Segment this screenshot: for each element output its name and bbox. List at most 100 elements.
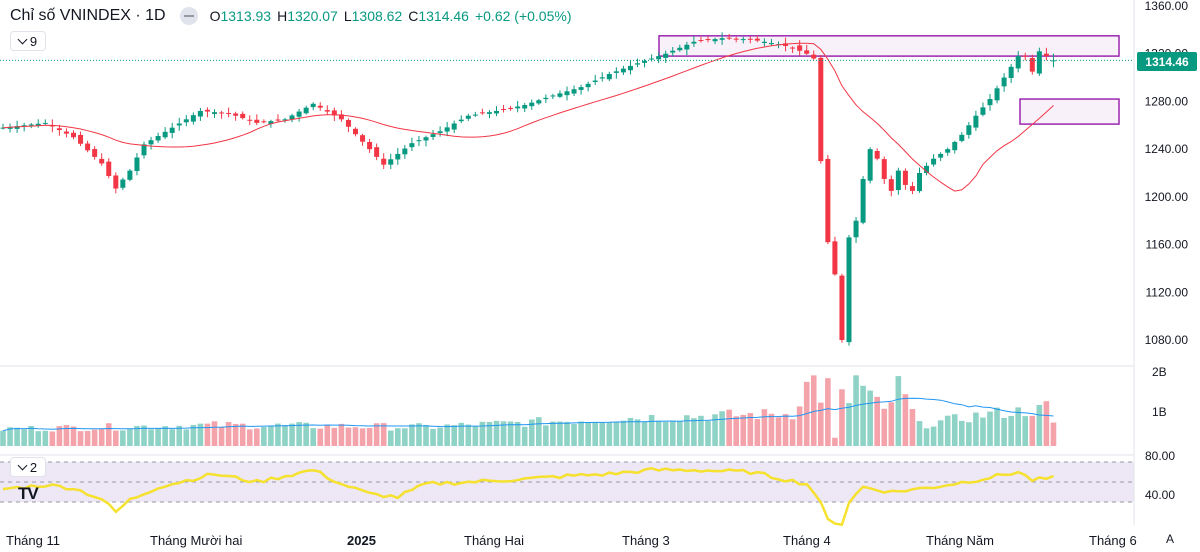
symbol-title[interactable]: Chỉ số VNINDEX · 1D — [10, 7, 166, 24]
rsi-layer — [0, 461, 1134, 527]
candle-body — [479, 112, 485, 114]
rsi-line — [2, 467, 1054, 527]
volume-bar — [980, 417, 986, 446]
candle-body — [966, 125, 972, 135]
volume-bar — [28, 425, 34, 446]
volume-bar — [514, 422, 521, 446]
volume-bar — [380, 423, 387, 446]
candle-body — [1008, 66, 1014, 78]
time-axis-label: Tháng 6 — [1089, 533, 1137, 548]
candle-body — [56, 128, 62, 131]
volume-bar — [444, 424, 450, 446]
candle-body — [458, 119, 464, 122]
volume-bar — [169, 429, 175, 446]
volume-bar — [585, 422, 591, 446]
candle-body — [768, 42, 774, 45]
eye-icon[interactable] — [179, 7, 198, 25]
volume-bar — [437, 427, 443, 446]
candle-body — [197, 110, 203, 117]
volume-bar — [289, 423, 295, 446]
candle-body — [155, 136, 161, 141]
volume-bar — [218, 426, 225, 446]
candle-body — [825, 158, 831, 243]
volume-bar — [888, 402, 895, 446]
candle-body — [409, 143, 415, 148]
candle-body — [78, 134, 84, 144]
candle-body — [28, 124, 34, 126]
volume-bar — [1001, 418, 1007, 446]
candle-body — [423, 137, 429, 141]
volume-bar — [916, 421, 923, 446]
candle-body — [613, 71, 619, 73]
candle-body — [169, 127, 175, 133]
volume-bar — [775, 417, 782, 446]
candle-body — [888, 179, 894, 191]
volume-bar — [627, 417, 634, 446]
candle-body — [338, 114, 344, 120]
candle-body — [747, 38, 753, 40]
volume-bar — [1029, 415, 1036, 446]
rsi-collapse-button[interactable]: 2 — [10, 457, 46, 477]
time-axis-label: Tháng 3 — [622, 533, 670, 548]
candle-body — [451, 123, 457, 130]
candle-body — [853, 220, 859, 238]
candle-body — [571, 89, 577, 94]
volume-bar — [120, 430, 126, 446]
volume-bar — [634, 419, 641, 446]
candle-body — [881, 159, 887, 179]
candle-body — [141, 144, 147, 156]
candle-body — [275, 119, 281, 121]
volume-bar — [571, 423, 577, 446]
volume-bar — [63, 425, 70, 446]
candle-body — [663, 53, 669, 58]
volume-bar — [197, 423, 204, 446]
volume-bar — [655, 420, 662, 446]
candle-body — [1022, 55, 1028, 57]
price-tick-label: 1080.00 — [1145, 333, 1189, 347]
candle-body — [839, 275, 845, 340]
candle-body — [973, 115, 979, 128]
volume-bar — [944, 415, 951, 446]
volume-bar — [796, 406, 803, 446]
volume-bar — [592, 422, 598, 446]
volume-bar — [543, 425, 549, 446]
candle-body — [994, 88, 1000, 101]
volume-bar — [641, 421, 648, 446]
candle-body — [465, 115, 471, 119]
candle-body — [902, 170, 908, 185]
tradingview-logo[interactable]: TV — [18, 484, 39, 503]
candle-body — [909, 186, 915, 191]
candle-body — [959, 134, 965, 141]
volume-bar — [599, 422, 606, 446]
candle-body — [874, 150, 880, 159]
indicators-collapse-button[interactable]: 9 — [10, 31, 46, 51]
candle-body — [317, 105, 323, 108]
candle-body — [754, 38, 760, 41]
time-axis-label: Tháng Hai — [464, 533, 524, 548]
volume-bar — [959, 420, 965, 446]
volume-bar — [825, 378, 831, 446]
candle-body — [818, 57, 824, 162]
candle-body — [529, 102, 535, 107]
volume-bar — [832, 437, 838, 446]
volume-bar — [366, 427, 373, 446]
volume-bar — [331, 427, 338, 446]
volume-bar — [846, 403, 852, 446]
candle-body — [1036, 51, 1042, 74]
volume-bar — [134, 425, 140, 446]
volume-bar — [528, 419, 535, 446]
candle-body — [797, 45, 803, 51]
candle-body — [627, 65, 633, 71]
candle-body — [486, 112, 492, 114]
volume-bar — [268, 425, 274, 446]
candle-body — [113, 175, 119, 189]
volume-bar — [77, 431, 84, 446]
volume-bar — [423, 425, 429, 446]
candle-body — [162, 131, 168, 138]
candle-body — [219, 112, 225, 114]
volume-bar — [84, 430, 91, 446]
auto-scale-button[interactable]: A — [1166, 532, 1175, 546]
volume-bar — [148, 429, 154, 446]
volume-bar — [768, 413, 775, 446]
